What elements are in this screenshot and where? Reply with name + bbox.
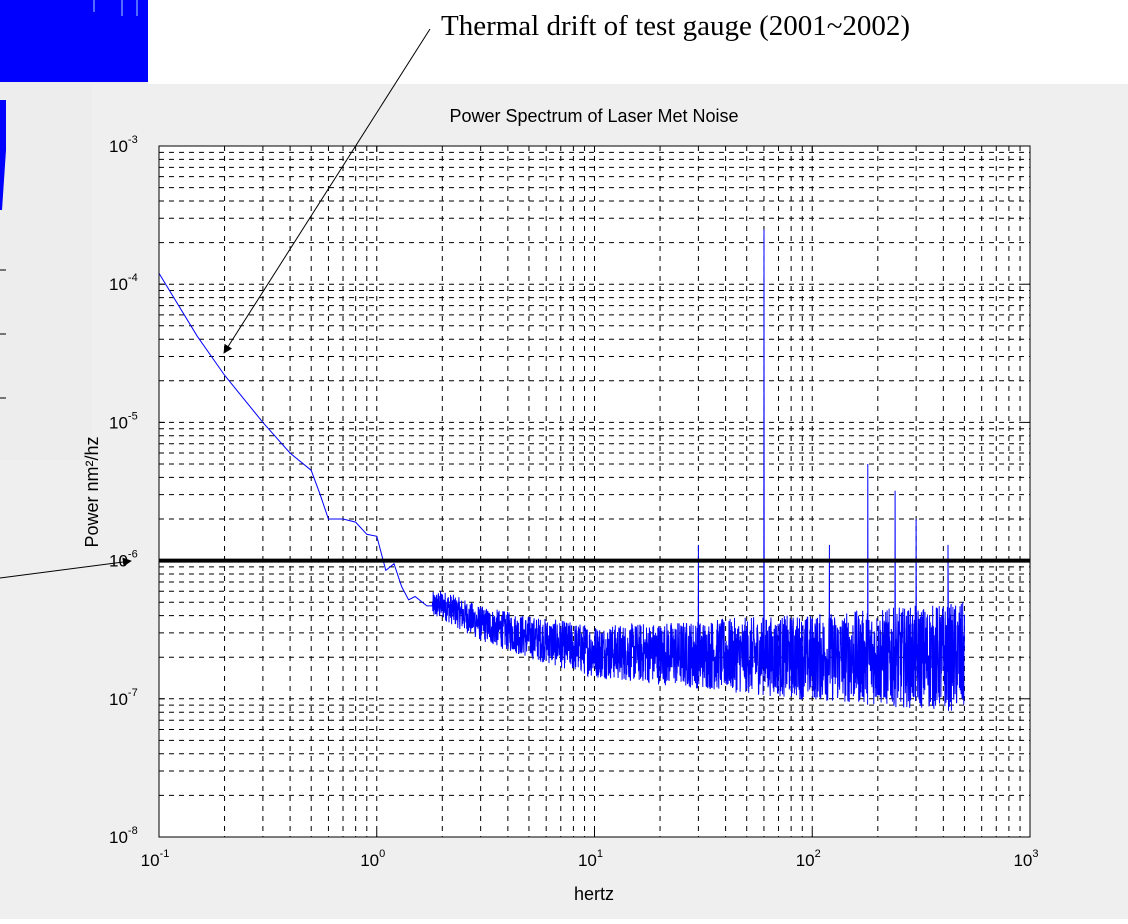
chart-title: Power Spectrum of Laser Met Noise [449,106,738,126]
x-tick-label: 100 [360,848,385,870]
axis-ticks: 10-1 100 101 102 103 10-8 10-7 10-6 10-5 10-4 10-3 [109,134,1039,870]
y-tick-label: 10-7 [109,687,138,709]
y-tick-label: 10-8 [109,825,138,847]
x-tick-label: 103 [1013,848,1038,870]
x-tick-label: 10-1 [141,848,170,870]
y-axis-label: Power nm²/hz [82,436,102,547]
y-tick-label: 10-4 [109,272,138,294]
left-panel-ticks [93,0,138,16]
series-layer [158,229,965,711]
annotation-arrow-threshold [0,557,132,579]
y-tick-label: 10-3 [109,134,138,156]
left-panel-blue-block [0,0,148,82]
x-tick-label: 102 [796,848,821,870]
annotation-label: Thermal drift of test gauge (2001~2002) [441,10,911,42]
x-tick-label: 101 [578,848,603,870]
y-tick-label: 10-6 [109,549,138,571]
x-axis-label: hertz [574,884,614,904]
series-line [158,229,965,711]
y-tick-label: 10-5 [109,410,138,432]
left-panel-blue-trace [0,100,6,210]
left-panel-axis-ticks [0,269,6,399]
annotation-arrow-thermal [223,28,431,354]
plot-area [159,146,1030,837]
